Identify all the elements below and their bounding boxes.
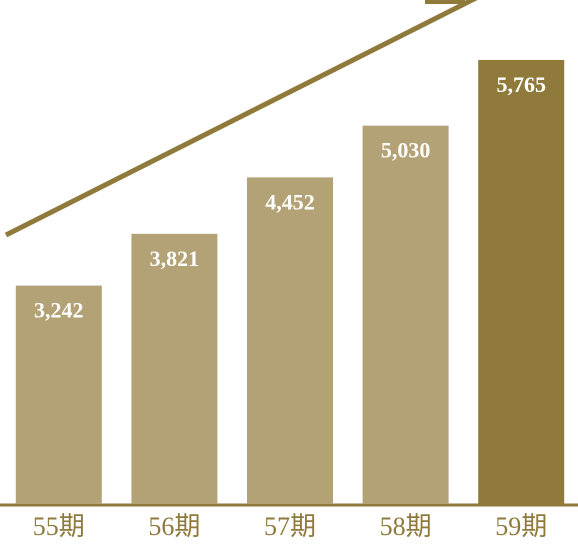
trend-arrow bbox=[4, 0, 478, 238]
bar bbox=[15, 285, 102, 504]
value-label: 5,030 bbox=[381, 138, 431, 163]
bar bbox=[362, 125, 449, 504]
x-tick-label: 57期 bbox=[264, 512, 316, 541]
bar bbox=[478, 59, 565, 504]
bar bbox=[131, 233, 218, 504]
bar bbox=[247, 177, 333, 504]
value-label: 4,452 bbox=[265, 189, 315, 214]
value-label: 3,242 bbox=[34, 298, 84, 323]
x-tick-label: 58期 bbox=[380, 512, 432, 541]
value-label: 5,765 bbox=[496, 72, 546, 97]
x-tick-label: 59期 bbox=[495, 512, 547, 541]
value-label: 3,821 bbox=[150, 246, 200, 271]
x-tick-label: 56期 bbox=[148, 512, 200, 541]
x-tick-label: 55期 bbox=[33, 512, 85, 541]
